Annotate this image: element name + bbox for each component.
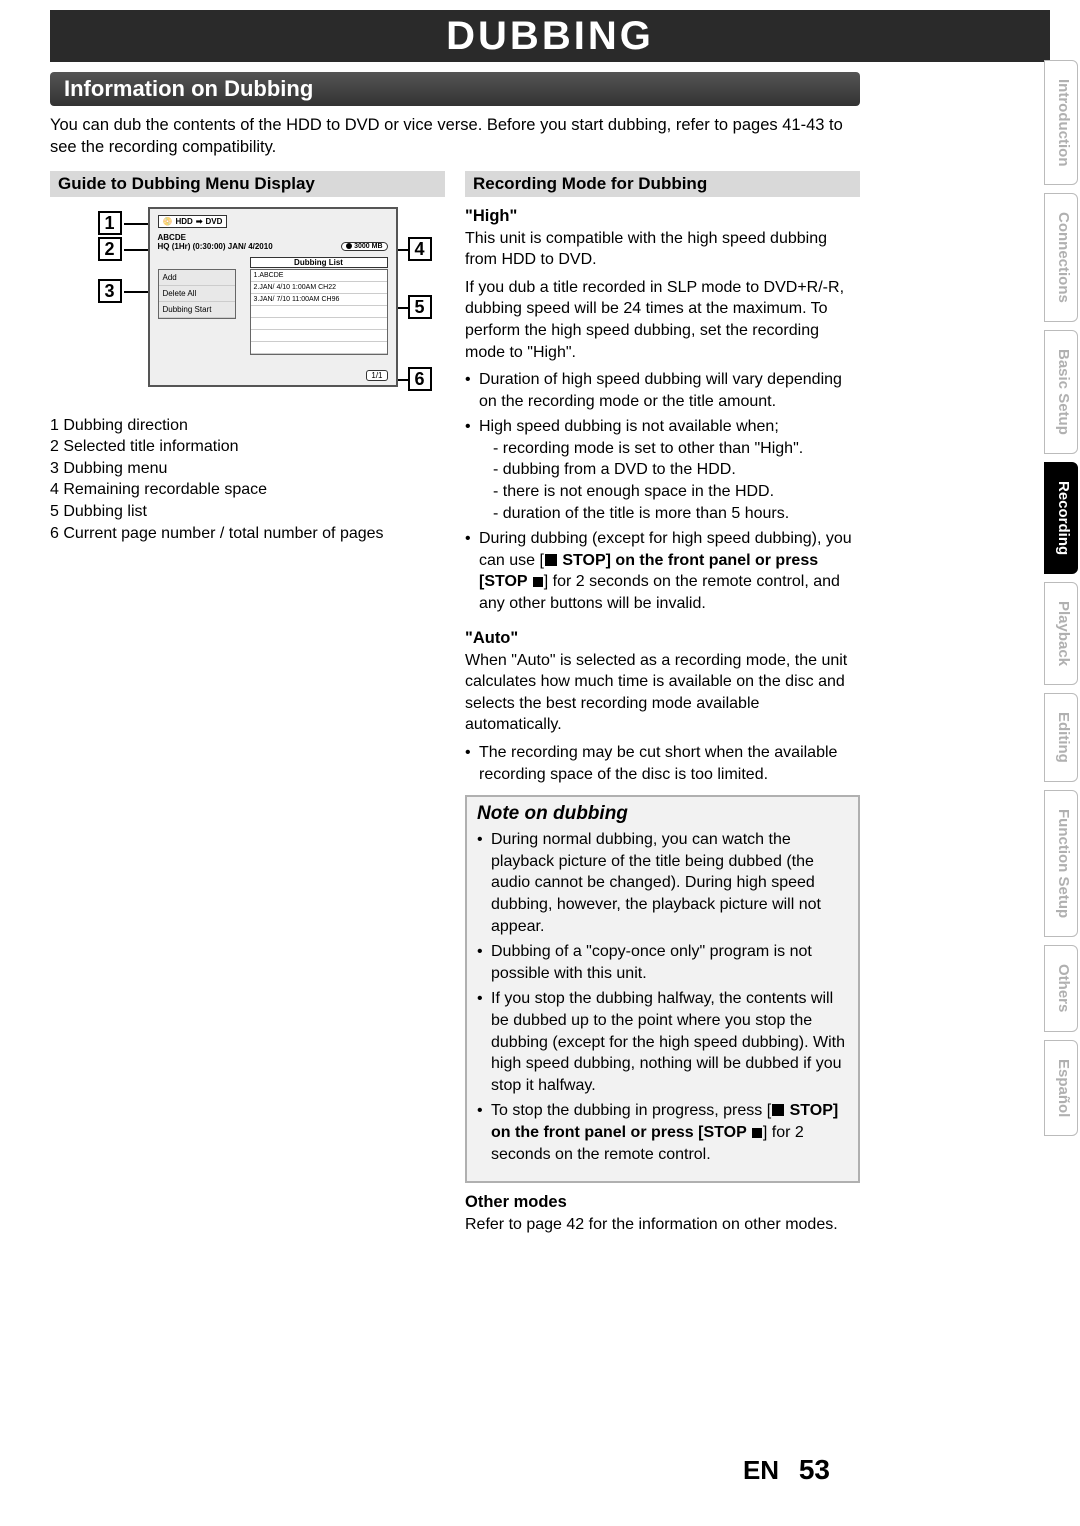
auto-bullets: The recording may be cut short when the … xyxy=(465,742,860,785)
high-p1: This unit is compatible with the high sp… xyxy=(465,228,860,271)
page-title-bar: DUBBING xyxy=(50,10,1050,62)
arrow-icon: ➡ xyxy=(196,217,203,226)
intro-text: You can dub the contents of the HDD to D… xyxy=(50,114,860,159)
side-tabs: Introduction Connections Basic Setup Rec… xyxy=(1044,60,1078,1136)
auto-label: "Auto" xyxy=(465,629,860,648)
right-heading: Recording Mode for Dubbing xyxy=(465,171,860,197)
other-p: Refer to page 42 for the information on … xyxy=(465,1214,860,1236)
section-header: Information on Dubbing xyxy=(50,72,860,106)
footer-page: 53 xyxy=(799,1454,830,1485)
diagram-legend: 1 Dubbing direction 2 Selected title inf… xyxy=(50,415,445,545)
auto-p1: When "Auto" is selected as a recording m… xyxy=(465,650,860,736)
stop-icon xyxy=(533,577,543,587)
high-p2: If you dub a title recorded in SLP mode … xyxy=(465,277,860,363)
high-label: "High" xyxy=(465,207,860,226)
tab-others[interactable]: Others xyxy=(1044,945,1078,1031)
page-title: DUBBING xyxy=(446,14,654,59)
tab-espanol[interactable]: Español xyxy=(1044,1040,1078,1136)
stop-icon xyxy=(752,1128,762,1138)
tab-introduction[interactable]: Introduction xyxy=(1044,60,1078,185)
callout-3: 3 xyxy=(98,279,122,303)
stop-icon xyxy=(545,554,557,566)
note-title: Note on dubbing xyxy=(477,803,848,825)
tab-editing[interactable]: Editing xyxy=(1044,693,1078,782)
callout-6: 6 xyxy=(408,367,432,391)
high-bullets: Duration of high speed dubbing will vary… xyxy=(465,369,860,615)
note-box: Note on dubbing During normal dubbing, y… xyxy=(465,795,860,1183)
callout-1: 1 xyxy=(98,211,122,235)
dubbing-menu: Add Delete All Dubbing Start xyxy=(158,269,236,319)
left-heading: Guide to Dubbing Menu Display xyxy=(50,171,445,197)
note-list: During normal dubbing, you can watch the… xyxy=(477,829,848,1165)
remaining-space: 3000 MB xyxy=(341,242,387,251)
dubbing-list: 1.ABCDE 2.JAN/ 4/10 1:00AM CH22 3.JAN/ 7… xyxy=(250,269,388,355)
callout-2: 2 xyxy=(98,237,122,261)
page-indicator: 1/1 xyxy=(366,370,387,381)
tab-basic-setup[interactable]: Basic Setup xyxy=(1044,330,1078,454)
callout-4: 4 xyxy=(408,237,432,261)
tab-recording[interactable]: Recording xyxy=(1044,462,1078,574)
tab-connections[interactable]: Connections xyxy=(1044,193,1078,322)
high-b3: During dubbing (except for high speed du… xyxy=(465,528,860,614)
callout-5: 5 xyxy=(408,295,432,319)
screen-mock: 📀 HDD ➡ DVD ABCDE HQ (1Hr) (0:30:00) JAN… xyxy=(148,207,398,387)
dubbing-direction: 📀 HDD ➡ DVD xyxy=(158,215,228,228)
tab-function-setup[interactable]: Function Setup xyxy=(1044,790,1078,937)
stop-icon xyxy=(772,1104,784,1116)
page-footer: EN 53 xyxy=(50,1454,830,1486)
selected-title-info: ABCDE HQ (1Hr) (0:30:00) JAN/ 4/2010 300… xyxy=(158,233,388,251)
footer-lang: EN xyxy=(743,1455,779,1485)
dubbing-list-header: Dubbing List xyxy=(250,257,388,268)
tab-playback[interactable]: Playback xyxy=(1044,582,1078,685)
menu-diagram: 1 2 3 4 5 6 📀 HDD xyxy=(58,207,438,407)
other-label: Other modes xyxy=(465,1193,860,1212)
note-stop: To stop the dubbing in progress, press [… xyxy=(477,1100,848,1165)
